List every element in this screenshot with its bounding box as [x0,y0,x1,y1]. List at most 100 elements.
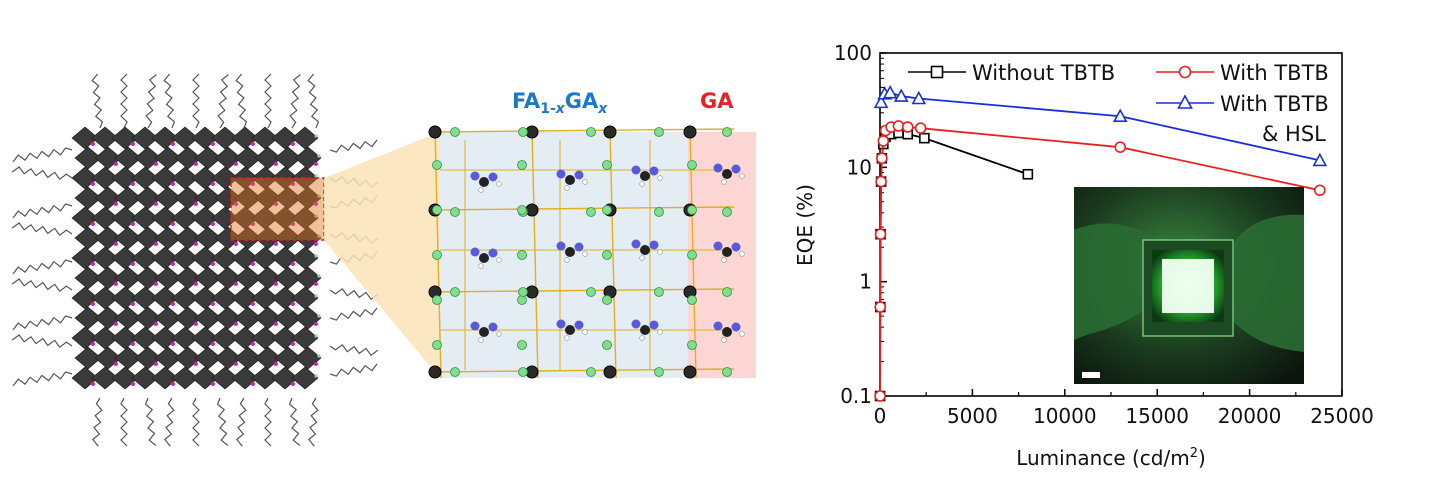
ligand-chain [163,73,176,129]
halide-atom [450,207,460,217]
cage-bond [431,288,735,293]
ligand-chain [12,203,73,219]
hydrogen-atom [657,175,663,181]
cation-dot [114,282,118,286]
emission-core [1162,259,1214,313]
hydrogen-atom [657,329,663,335]
cation-dot [114,202,118,206]
octahedron [194,346,222,370]
data-point [892,120,905,132]
nitrogen-atom [713,241,723,251]
carbon-atom [565,247,575,257]
ligand-chain [12,371,73,387]
halide-dot [314,374,318,378]
ligand-chain [11,278,73,293]
hydrogen-atom [582,179,588,185]
halide-dot [314,214,318,218]
halide-atom [602,295,612,305]
hydrogen-atom [721,337,727,343]
svg-text:With TBTB: With TBTB [1220,92,1329,116]
octahedron [234,306,262,330]
organic-cations [470,163,745,343]
hydrogen-atom [639,181,645,187]
ligand-chain [235,397,247,447]
cation-dot [251,182,255,186]
octahedron [91,206,119,230]
series-1 [874,127,1034,402]
halide-atom [517,295,527,305]
cation-dot [211,182,215,186]
cation-dot [274,162,278,166]
halide-dot [314,134,318,138]
octahedron [171,366,199,390]
cation-dot [291,302,295,306]
cation-dot [234,322,238,326]
octahedron [194,306,222,330]
octahedron [274,306,302,330]
halide-dot [317,154,321,158]
halide-atom [518,287,528,297]
octahedron [74,306,102,330]
octahedron [91,366,119,390]
left-glove [1074,223,1160,340]
halide-atom [432,250,442,260]
halide-atom [654,127,664,137]
octahedron [211,246,239,270]
octahedron [131,326,159,350]
nitrogen-atom [470,247,480,257]
zoom-wedge [324,132,440,378]
cation-dot [251,222,255,226]
nitrogen-atom [488,322,498,332]
ligand-chain [12,315,73,331]
halide-dot [314,254,318,258]
cation-dot [171,182,175,186]
octahedron [114,346,142,370]
halide-atom [722,207,732,217]
ligand-chain [217,74,229,129]
selection-box [230,177,325,241]
data-point [1022,168,1034,180]
cation-dot [131,302,135,306]
ligand-chain [12,147,73,163]
halide-dot [317,354,321,358]
ligand-chain [329,343,379,357]
cation-dot [194,242,198,246]
cation-dot [131,382,135,386]
legend-item-with-tbtb: With TBTB [1156,61,1329,85]
cation-dot [91,142,95,146]
x-tick-label: 10000 [1033,404,1097,428]
right-glove [1228,214,1304,352]
cation-dot [131,142,135,146]
cation-dot [291,262,295,266]
y-tick-label: 1 [859,270,872,294]
octahedron [251,326,279,350]
hydrogen-atom [739,331,745,337]
cation-dot [274,202,278,206]
nitrogen-atom [556,169,566,179]
cation-dot [274,362,278,366]
octahedron [274,146,302,170]
metal-atom [683,365,697,379]
nitrogen-atom [713,321,723,331]
y-axis-label: EQE (%) [793,184,817,266]
data-point [877,135,890,147]
cation-dot [154,162,158,166]
halide-atom [687,340,697,350]
ligand-chain [120,397,128,447]
octahedron [171,206,199,230]
ligand-chain [264,73,272,129]
carbon-atom [722,169,732,179]
octahedron [171,246,199,270]
cation-dot [131,182,135,186]
octahedron [154,306,182,330]
halide-atom [602,205,612,215]
octahedron [154,346,182,370]
ligand-chains [11,73,379,447]
metal-atom [603,125,617,139]
octahedron [211,126,239,150]
octahedron [74,346,102,370]
halide-atom [517,340,527,350]
cation-dot [91,302,95,306]
cage-bond [431,206,735,211]
